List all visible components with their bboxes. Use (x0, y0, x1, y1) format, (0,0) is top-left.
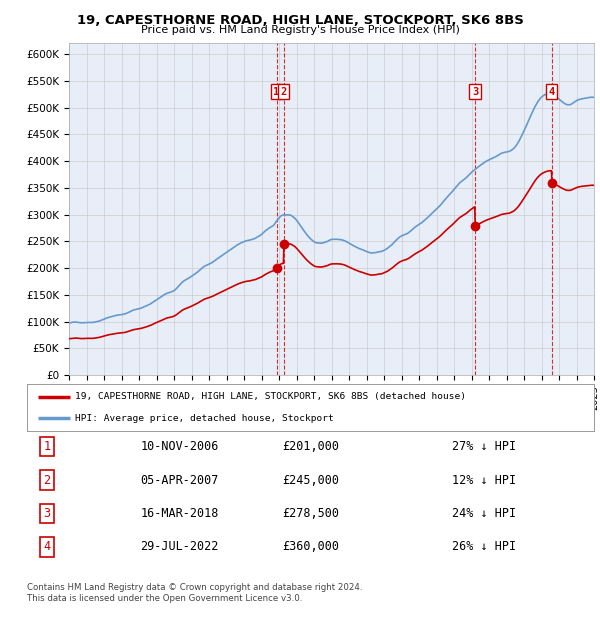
Text: 3: 3 (472, 87, 478, 97)
Text: 19, CAPESTHORNE ROAD, HIGH LANE, STOCKPORT, SK6 8BS (detached house): 19, CAPESTHORNE ROAD, HIGH LANE, STOCKPO… (75, 392, 466, 402)
Text: 19, CAPESTHORNE ROAD, HIGH LANE, STOCKPORT, SK6 8BS: 19, CAPESTHORNE ROAD, HIGH LANE, STOCKPO… (77, 14, 523, 27)
Text: 27% ↓ HPI: 27% ↓ HPI (452, 440, 517, 453)
Text: £278,500: £278,500 (282, 507, 339, 520)
Text: 1: 1 (274, 87, 280, 97)
Text: 4: 4 (43, 541, 50, 554)
Text: 2: 2 (43, 474, 50, 487)
Text: 1: 1 (43, 440, 50, 453)
Text: 12% ↓ HPI: 12% ↓ HPI (452, 474, 517, 487)
Text: 05-APR-2007: 05-APR-2007 (140, 474, 219, 487)
Text: 3: 3 (43, 507, 50, 520)
Text: 4: 4 (548, 87, 555, 97)
Text: £201,000: £201,000 (282, 440, 339, 453)
Text: 24% ↓ HPI: 24% ↓ HPI (452, 507, 517, 520)
Text: HPI: Average price, detached house, Stockport: HPI: Average price, detached house, Stoc… (75, 414, 334, 423)
Text: 2: 2 (281, 87, 287, 97)
Text: 16-MAR-2018: 16-MAR-2018 (140, 507, 219, 520)
Text: 29-JUL-2022: 29-JUL-2022 (140, 541, 219, 554)
Text: Contains HM Land Registry data © Crown copyright and database right 2024.: Contains HM Land Registry data © Crown c… (27, 583, 362, 592)
Text: This data is licensed under the Open Government Licence v3.0.: This data is licensed under the Open Gov… (27, 594, 302, 603)
Text: £360,000: £360,000 (282, 541, 339, 554)
Text: 26% ↓ HPI: 26% ↓ HPI (452, 541, 517, 554)
Text: Price paid vs. HM Land Registry's House Price Index (HPI): Price paid vs. HM Land Registry's House … (140, 25, 460, 35)
Text: £245,000: £245,000 (282, 474, 339, 487)
Text: 10-NOV-2006: 10-NOV-2006 (140, 440, 219, 453)
